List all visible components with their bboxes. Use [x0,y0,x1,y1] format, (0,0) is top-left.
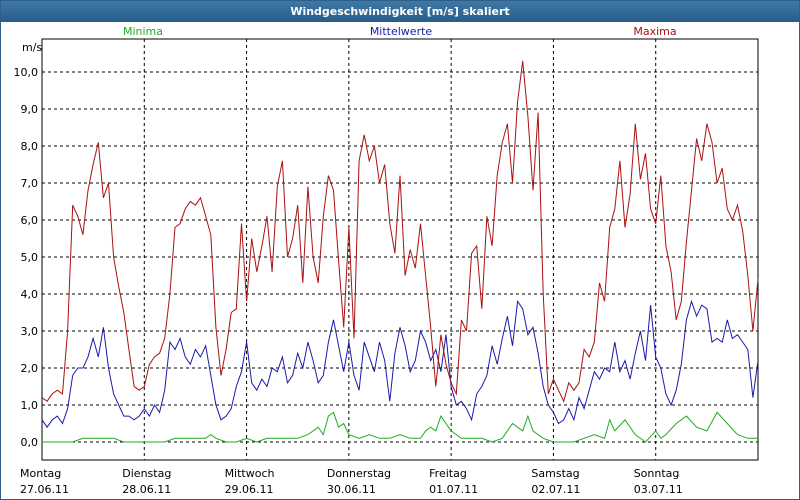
x-tick-day: Freitag [429,467,467,480]
x-tick-date: 29.06.11 [225,483,274,496]
x-axis: Montag 27.06.11 Dienstag 28.06.11 Mittwoch 29… [20,467,683,496]
y-tick-label: 5,0 [21,251,39,264]
y-tick-label: 1,0 [21,399,39,412]
y-tick-label: 6,0 [21,214,39,227]
y-tick-label: 0,0 [21,436,39,449]
x-tick-day: Montag [20,467,61,480]
grid-lines [42,39,758,460]
series-line-maxima [41,60,759,403]
series-lines [41,60,759,443]
x-tick-date: 28.06.11 [122,483,171,496]
x-tick-day: Mittwoch [225,467,275,480]
x-tick-day: Samstag [531,467,579,480]
x-tick-date: 01.07.11 [429,483,478,496]
y-tick-label: 9,0 [21,103,39,116]
x-tick-day: Sonntag [634,467,680,480]
y-axis-unit-label: m/s [22,41,42,54]
y-tick-label: 2,0 [21,362,39,375]
x-tick-date: 03.07.11 [634,483,683,496]
x-tick-date: 27.06.11 [20,483,69,496]
x-tick-day: Donnerstag [327,467,391,480]
y-tick-label: 7,0 [21,177,39,190]
legend-mittelwerte: Mittelwerte [370,25,433,38]
y-tick-label: 8,0 [21,140,39,153]
series-line-minima [42,411,758,443]
plot-area [41,38,759,461]
y-axis: 0,0 1,0 2,0 3,0 4,0 5,0 6,0 7,0 8,0 9,0 10,0 [14,66,39,449]
window-title: Windgeschwindigkeit [m/s] skaliert [1,1,799,22]
legend-maxima: Maxima [633,25,676,38]
legend-minima: Minima [123,25,163,38]
series-line-mittelwerte [41,299,759,429]
x-tick-day: Dienstag [122,467,171,480]
x-tick-date: 30.06.11 [327,483,376,496]
y-tick-label: 3,0 [21,325,39,338]
y-tick-label: 10,0 [14,66,39,79]
y-tick-label: 4,0 [21,288,39,301]
x-tick-date: 02.07.11 [531,483,580,496]
